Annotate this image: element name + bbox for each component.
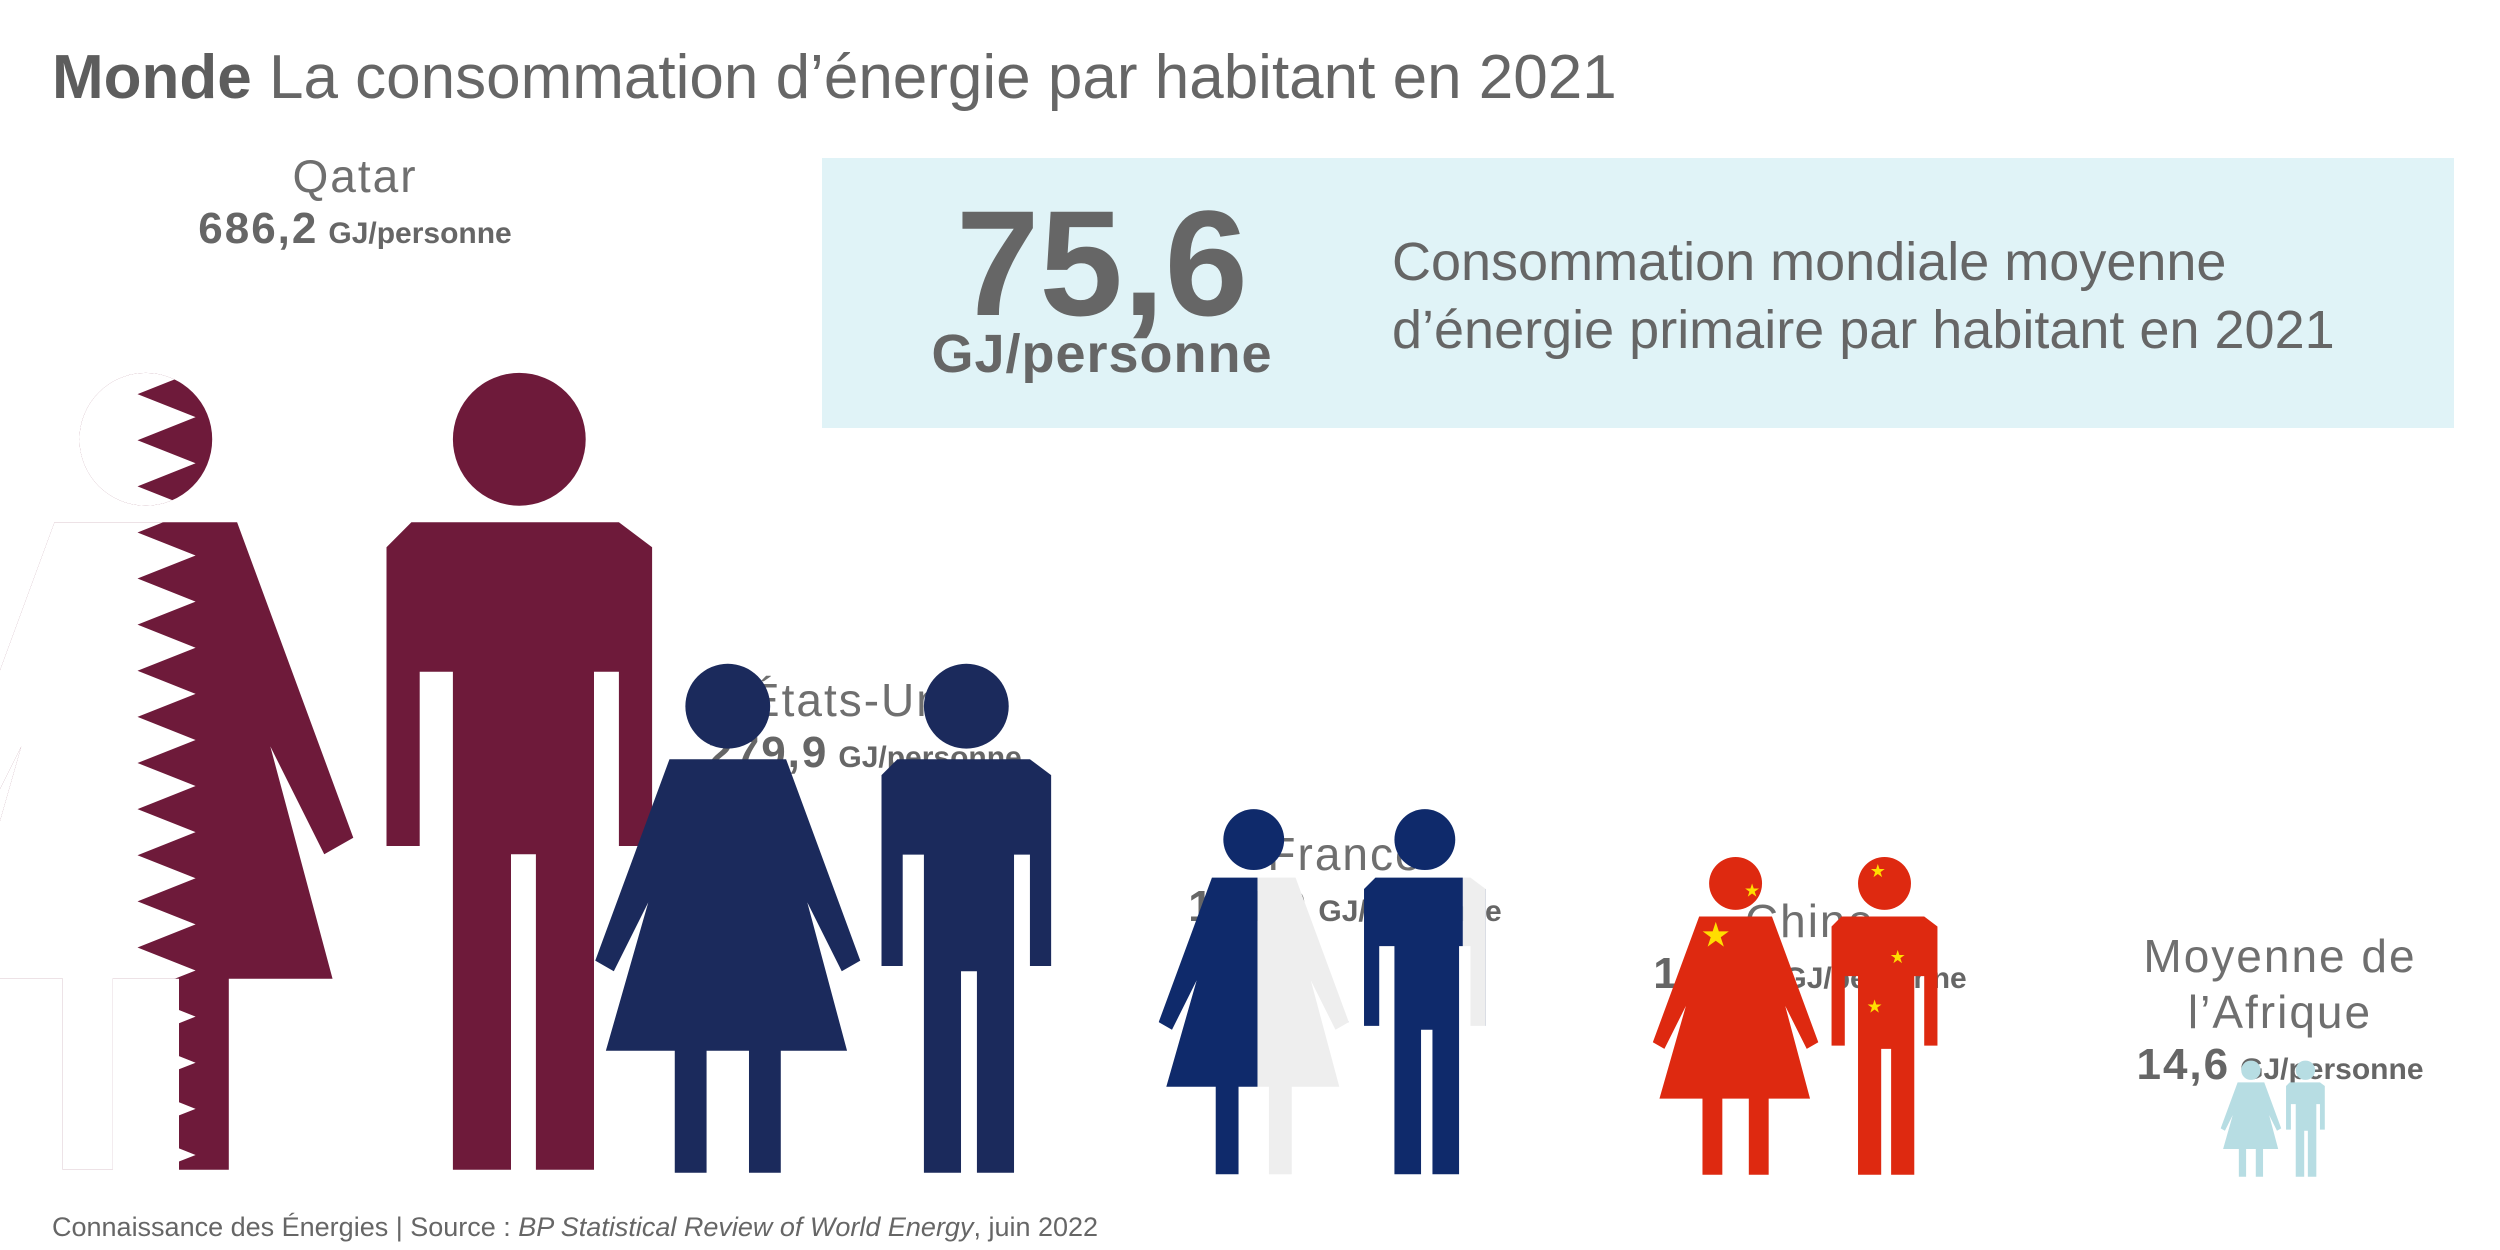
figure-qatar-white-band [0,372,196,1170]
footer-source: Connaissance des Énergies | Source : BP … [52,1212,1098,1243]
page-title: Monde La consommation d’énergie par habi… [52,38,1617,118]
figure-china [1652,856,1938,1175]
label-qatar: Qatar 686,2 GJ/personne [130,148,580,254]
figure-china-star: ★ [1870,861,1886,881]
world-average-line1: Consommation mondiale moyenne [1392,232,2227,292]
country-name-africa-line2: l’Afrique [2187,986,2373,1038]
country-name-qatar: Qatar [292,150,418,202]
world-average-description: Consommation mondiale moyenne d’énergie … [1392,228,2432,364]
figure-usa [595,663,1052,1173]
figure-china-star: ★ [1700,916,1730,954]
world-average-unit: GJ/personne [931,324,1273,384]
figure-china-star: ★ [1867,997,1883,1017]
unit-qatar: GJ/personne [328,217,512,250]
footer-suffix: , juin 2022 [973,1212,1099,1242]
title-bold: Monde [52,43,252,112]
country-name-africa-line1: Moyenne de [2143,930,2417,982]
world-average-value: 75,6 [956,179,1248,347]
value-qatar: 686,2 [198,204,319,253]
title-rest: La consommation d’énergie par habitant e… [268,43,1617,112]
footer-source-title: BP Statistical Review of World Energy [518,1212,974,1242]
figure-france [1158,809,1486,1175]
footer-prefix: Connaissance des Énergies | Source : [52,1212,519,1242]
world-average-box: 75,6 GJ/personne Consommation mondiale m… [822,158,2454,428]
figure-china-star: ★ [1890,947,1906,967]
figure-china-star: ★ [1744,881,1760,901]
world-average-line2: d’énergie primaire par habitant en 2021 [1392,300,2335,360]
label-africa: Moyenne de l’Afrique 14,6 GJ/personne [2060,928,2500,1090]
unit-africa: GJ/personne [2240,1053,2424,1086]
figure-africa [2220,1060,2325,1177]
pictogram-marks: ★ ★ ★ ★ ★ [0,372,2325,1177]
value-africa: 14,6 [2136,1040,2231,1089]
